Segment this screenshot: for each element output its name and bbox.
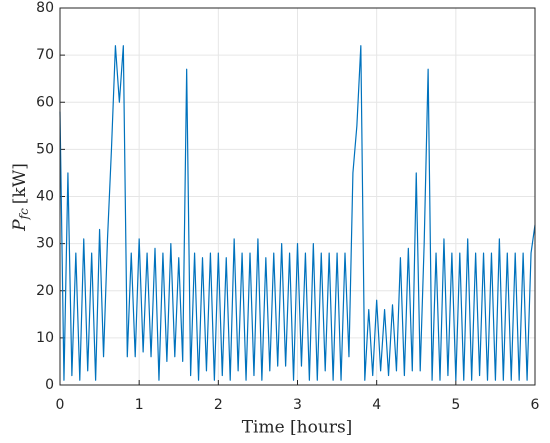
y-tick-label: 40 [36, 189, 54, 205]
x-axis-label: Time [hours] [242, 418, 353, 438]
y-axis-label: Pfc [kW] [10, 163, 31, 232]
y-tick-label: 60 [36, 94, 54, 110]
y-axis-unit: [kW] [10, 163, 30, 204]
x-tick-label: 0 [56, 397, 65, 413]
y-tick-label: 10 [36, 330, 54, 346]
data-line [59, 45, 536, 381]
x-tick-label: 3 [293, 397, 302, 413]
y-tick-label: 30 [36, 236, 54, 252]
y-tick-label: 70 [36, 47, 54, 63]
y-tick-label: 80 [36, 0, 54, 16]
y-axis-subscript: fc [17, 208, 31, 220]
x-tick-label: 5 [451, 397, 460, 413]
x-tick-label: 6 [531, 397, 540, 413]
x-tick-label: 1 [135, 397, 144, 413]
y-tick-label: 20 [36, 283, 54, 299]
y-axis-symbol: P [10, 219, 30, 232]
plot-frame [59, 7, 536, 386]
y-tick-label: 0 [45, 377, 54, 393]
y-tick-label: 50 [36, 141, 54, 157]
x-tick-label: 2 [214, 397, 223, 413]
x-tick-label: 4 [372, 397, 381, 413]
